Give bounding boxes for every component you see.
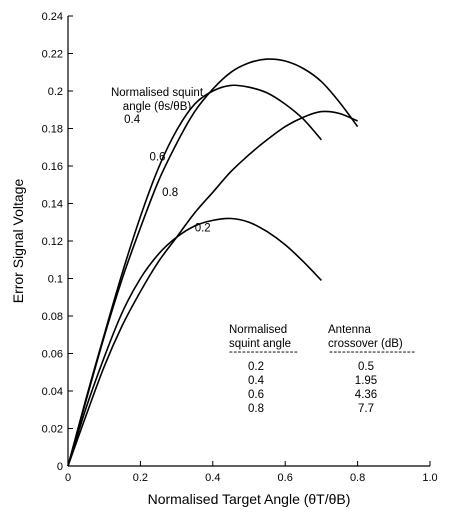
table-cell-squint: 0.6: [248, 389, 264, 401]
table-header-crossover-line-1: Antenna: [328, 324, 371, 336]
series-line-0-8: [67, 110, 358, 467]
table-cell-crossover: 4.36: [355, 389, 377, 401]
table-dashes-squint: ----------------: [229, 346, 298, 358]
annotation-line-2: angle (θs/θB): [123, 101, 192, 113]
y-tick-label: 0.04: [42, 386, 63, 398]
y-tick-label: 0.1: [48, 274, 63, 286]
table-cell-squint: 0.2: [248, 361, 264, 373]
x-axis-title: Normalised Target Angle (θT/θB): [148, 491, 351, 507]
table-cell-squint: 0.8: [248, 403, 264, 415]
x-tick-label: 0.8: [350, 472, 365, 484]
annotation-line-1: Normalised squint: [111, 87, 204, 99]
y-tick-label: 0.22: [42, 49, 63, 61]
x-tick-label: 0.2: [133, 472, 148, 484]
x-tick-label: 0.6: [278, 472, 293, 484]
y-axis-ticks: 0 0.02 0.04 0.06 0.08 0.1 0.12 0.14 0.16 0.18 0.2 0…: [42, 11, 73, 473]
curve-label-0-2: 0.2: [195, 223, 211, 235]
table-cell-crossover: 7.7: [358, 403, 374, 415]
y-tick-label: 0.02: [42, 424, 63, 436]
series-line-0-4: [67, 84, 323, 467]
y-tick-label: 0.06: [42, 349, 63, 361]
table-header-crossover-line-2: crossover (dB): [328, 338, 403, 350]
x-tick-label: 0.4: [205, 472, 220, 484]
table-cell-crossover: 0.5: [358, 361, 374, 373]
series-line-0-6: [67, 58, 359, 467]
y-tick-label: 0: [57, 461, 63, 473]
y-tick-label: 0.16: [42, 161, 63, 173]
y-axis-title: Error Signal Voltage: [10, 179, 26, 304]
x-tick-label: 0: [65, 472, 71, 484]
y-tick-label: 0.14: [42, 199, 63, 211]
table-rows: 0.2 0.5 0.4 1.95 0.6 4.36 0.8 7.7: [248, 361, 377, 415]
table-cell-squint: 0.4: [248, 375, 265, 387]
x-tick-label: 1.0: [422, 472, 437, 484]
y-tick-label: 0.08: [42, 311, 63, 323]
squint-crossover-table: Normalised squint angle Antenna crossove…: [229, 324, 416, 415]
table-header-squint-line-2: squint angle: [229, 338, 291, 350]
curve-label-0-6: 0.6: [149, 151, 165, 163]
curve-labels: 0.4 0.6 0.8 0.2: [124, 114, 211, 235]
table-cell-crossover: 1.95: [355, 375, 377, 387]
y-tick-label: 0.2: [48, 86, 63, 98]
table-header-squint-line-1: Normalised: [229, 324, 287, 336]
table-dashes-crossover: --------------------: [329, 346, 416, 358]
y-tick-label: 0.12: [42, 236, 63, 248]
x-axis-ticks: 0 0.2 0.4 0.6 0.8 1.0: [65, 461, 438, 484]
series-curves: [67, 58, 359, 467]
series-line-0-2: [67, 217, 322, 467]
y-tick-label: 0.18: [42, 124, 63, 136]
curve-label-0-4: 0.4: [124, 114, 141, 126]
curve-label-0-8: 0.8: [162, 187, 178, 199]
y-tick-label: 0.24: [42, 11, 63, 23]
